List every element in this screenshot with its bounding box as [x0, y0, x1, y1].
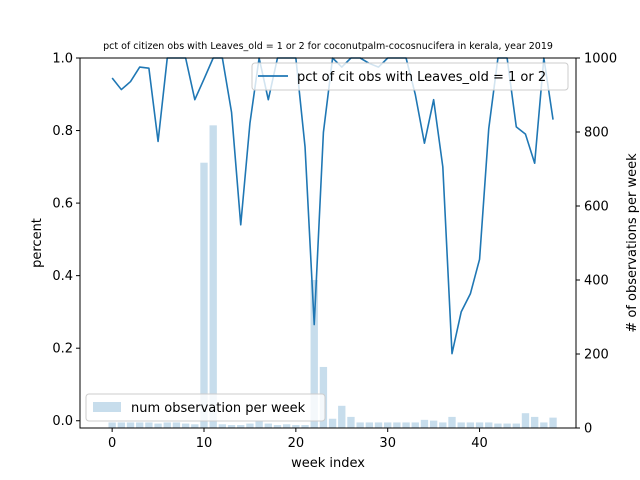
x-tick-label: 40 [471, 436, 488, 451]
legend-line: pct of cit obs with Leaves_old = 1 or 2 [251, 62, 569, 91]
bar [540, 422, 548, 428]
bar [374, 422, 383, 428]
legend-bar-label: num observation per week [131, 401, 306, 416]
bar [448, 416, 456, 428]
bar [264, 423, 272, 428]
bar [530, 416, 539, 428]
bar [328, 418, 337, 428]
bar [393, 422, 401, 428]
y-axis-left: 0.0 0.2 0.4 0.6 0.8 1.0 [52, 52, 80, 429]
bar [494, 423, 502, 428]
y-right-tick-label: 200 [584, 348, 609, 363]
y-right-tick-label: 1000 [584, 52, 617, 67]
bar [108, 422, 116, 428]
bar [503, 423, 511, 428]
y-left-tick-label: 0.2 [52, 342, 73, 357]
x-tick-label: 30 [379, 436, 396, 451]
bar [292, 425, 300, 428]
bar [136, 422, 144, 428]
bar [163, 422, 171, 428]
legend-bar-swatch [93, 402, 121, 412]
bar-series [108, 125, 557, 428]
legend-line-label: pct of cit obs with Leaves_old = 1 or 2 [297, 70, 546, 85]
bar [521, 413, 530, 428]
y-axis-left-label: percent [30, 218, 45, 268]
y-left-tick-label: 1.0 [52, 52, 73, 67]
x-tick-label: 0 [108, 436, 116, 451]
bar [227, 425, 236, 428]
bar [117, 422, 126, 428]
bar [273, 425, 282, 428]
y-left-tick-label: 0.8 [52, 124, 73, 139]
bar [429, 420, 438, 428]
bar [485, 422, 493, 428]
bar [255, 421, 263, 428]
bar [549, 417, 557, 428]
bar [338, 405, 346, 428]
legend-bar: num observation per week [85, 393, 326, 422]
bar [356, 422, 364, 428]
x-axis: 0 10 20 30 40 [108, 428, 488, 451]
bar [475, 422, 484, 428]
y-axis-right-label: # of observations per week [625, 153, 640, 333]
bar [402, 422, 410, 428]
bar [246, 423, 254, 428]
bar [411, 422, 419, 428]
axes-frame [79, 57, 577, 429]
bar [420, 419, 429, 428]
bar [466, 422, 475, 428]
bar [209, 125, 217, 428]
y-right-tick-label: 800 [584, 126, 609, 141]
legend-bar-box [85, 393, 326, 422]
bar [347, 416, 355, 428]
x-tick-label: 10 [196, 436, 213, 451]
bar [282, 424, 291, 428]
x-axis-label: week index [291, 456, 365, 471]
y-right-tick-label: 400 [584, 274, 609, 289]
y-axis-right: 0 200 400 600 800 1000 [576, 52, 617, 437]
bar [310, 280, 318, 428]
bar [439, 422, 447, 428]
bar [218, 424, 227, 428]
bar [457, 422, 465, 428]
bar [384, 422, 392, 428]
bar [154, 423, 162, 428]
y-left-tick-label: 0.4 [52, 269, 73, 284]
x-tick-label: 20 [288, 436, 305, 451]
bar [237, 425, 245, 428]
bar [512, 423, 520, 428]
chart-title: pct of citizen obs with Leaves_old = 1 o… [103, 41, 553, 52]
y-left-tick-label: 0.0 [52, 414, 73, 429]
bar [145, 422, 153, 428]
bar [365, 422, 374, 428]
bar [172, 422, 181, 428]
bar [181, 423, 190, 428]
legend-line-box [251, 62, 569, 91]
bar [301, 425, 309, 428]
bar [191, 424, 199, 428]
y-left-tick-label: 0.6 [52, 197, 73, 212]
y-right-tick-label: 0 [584, 422, 592, 437]
y-right-tick-label: 600 [584, 200, 609, 215]
bar [126, 422, 135, 428]
bar [200, 162, 208, 428]
